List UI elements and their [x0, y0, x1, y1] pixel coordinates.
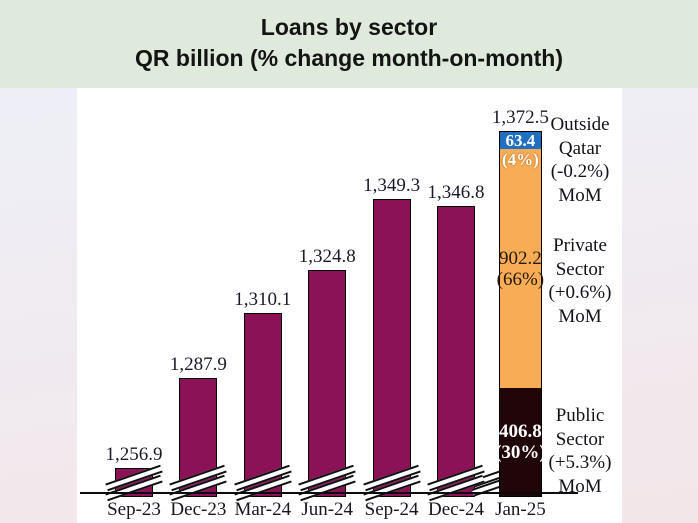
chart-panel: 1,256.9 1,287.9 1,310.1 1,324.8 1,349.3 1,346…: [77, 88, 622, 523]
x-tick-sep-23: Sep-23: [107, 499, 161, 520]
segment-value: 902.2: [499, 247, 542, 269]
value-label-dec-23: 1,287.9: [169, 353, 227, 375]
segment-share: (30%): [495, 442, 546, 464]
value-label-mar-24: 1,310.1: [234, 289, 292, 311]
x-tick-sep-24: Sep-24: [364, 499, 419, 520]
bar-jan-25-stacked: 63.4 (4%) 902.2 (66%) 406.8 (30%): [495, 131, 546, 497]
segment-value: 63.4: [505, 131, 536, 151]
annotation-line: (-0.2%): [550, 161, 610, 182]
x-tick-jan-25: Jan-25: [495, 499, 546, 520]
value-label-sep-24: 1,349.3: [363, 174, 421, 196]
bar-mar-24: [243, 313, 282, 497]
segment-public-sector: 406.8 (30%): [495, 388, 546, 496]
annotation-line: MoM: [558, 305, 602, 327]
bar-dec-24: [437, 206, 475, 497]
bar-sep-24: [372, 198, 411, 497]
segment-label-outside-qatar: 63.4 (4%): [500, 131, 541, 169]
annotation-private-sector: Private Sector (+0.6%) MoM: [525, 234, 635, 328]
value-label-dec-24: 1,346.8: [427, 182, 485, 204]
annotation-line: (+5.3%): [548, 452, 612, 473]
annotation-public-sector: Public Sector (+5.3%) MoM: [525, 404, 635, 498]
annotation-line: Qatar: [558, 137, 602, 159]
segment-label-public-sector: 406.8 (30%): [495, 421, 546, 463]
annotation-line: Outside: [550, 114, 610, 135]
annotation-line: Sector: [555, 258, 605, 280]
value-label-jan-25: 1,372.5: [491, 107, 549, 129]
value-label-sep-23: 1,256.9: [105, 444, 163, 466]
bar-jun-24: [308, 270, 347, 497]
annotation-line: MoM: [558, 475, 602, 497]
x-tick-mar-24: Mar-24: [234, 499, 292, 520]
annotation-line: Public: [555, 405, 605, 426]
segment-label-private-sector: 902.2 (66%): [497, 248, 544, 290]
annotation-line: Sector: [555, 428, 605, 450]
chart-header: Loans by sector QR billion (% change mon…: [0, 0, 698, 88]
segment-value: 406.8: [499, 421, 542, 443]
annotation-line: Private: [553, 235, 607, 256]
value-label-jun-24: 1,324.8: [298, 246, 356, 268]
segment-private-sector: 902.2 (66%): [497, 148, 544, 389]
segment-share: (4%): [501, 150, 539, 170]
segment-share: (66%): [496, 268, 545, 290]
x-tick-dec-23: Dec-23: [170, 499, 227, 520]
chart-subtitle: QR billion (% change month-on-month): [135, 45, 563, 71]
annotation-outside-qatar: Outside Qatar (-0.2%) MoM: [525, 113, 635, 207]
annotation-line: MoM: [558, 184, 602, 206]
x-axis-line: [80, 492, 578, 494]
chart-title: Loans by sector: [260, 14, 438, 40]
annotation-line: (+0.6%): [548, 282, 612, 303]
x-tick-dec-24: Dec-24: [428, 499, 484, 520]
x-tick-jun-24: Jun-24: [301, 499, 354, 520]
segment-outside-qatar: 63.4 (4%): [499, 131, 541, 169]
